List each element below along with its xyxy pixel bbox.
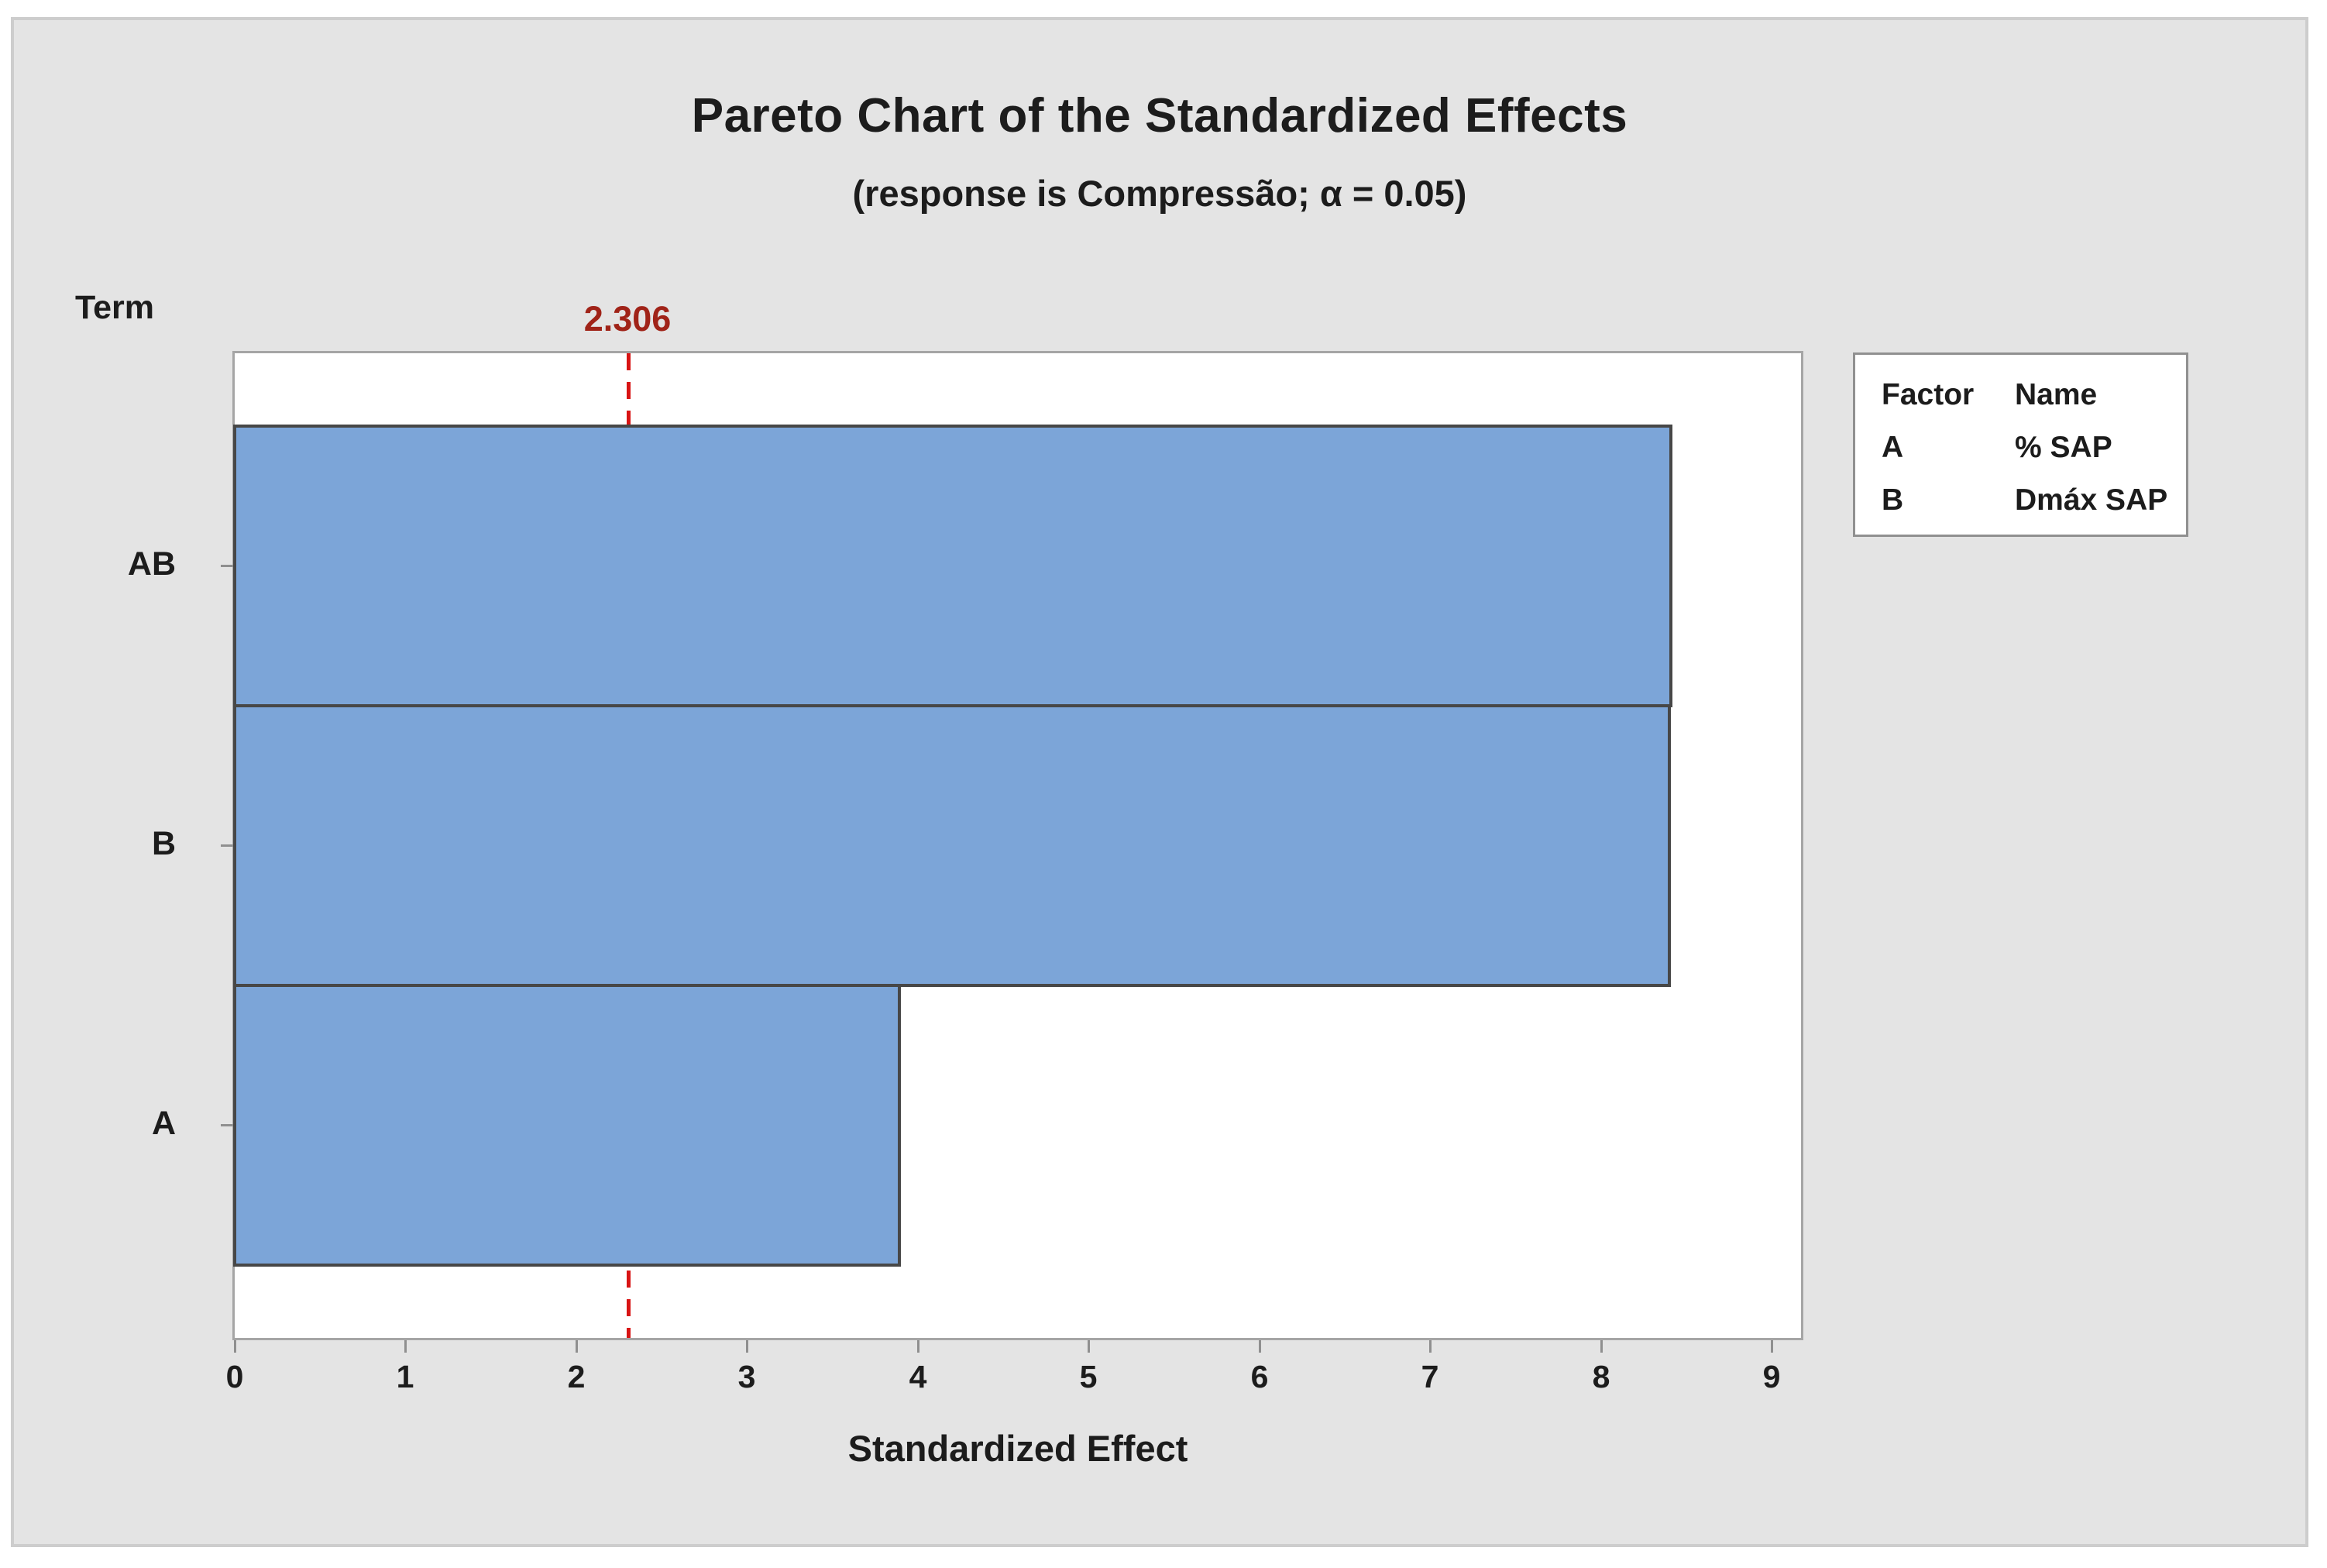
figure-panel: Pareto Chart of the Standardized Effects… [11,17,2308,1547]
legend-name-a: % SAP [2015,431,2112,464]
x-axis-tick-label-3: 3 [737,1359,756,1394]
y-axis-tick-b [221,844,235,847]
category-label-a: A [151,1104,176,1142]
legend-factor-b: B [1882,483,1904,517]
x-axis-tick-9 [1771,1340,1773,1353]
category-label-ab: AB [127,545,176,583]
x-axis-tick-6 [1259,1340,1261,1353]
x-axis-tick-3 [746,1340,748,1353]
reference-line-value-label: 2.306 [583,299,672,339]
chart-subtitle: (response is Compressão; α = 0.05) [852,173,1467,214]
x-axis-tick-label-6: 6 [1250,1359,1269,1394]
chart-title: Pareto Chart of the Standardized Effects [691,89,1628,143]
legend-row-a: A % SAP [1882,421,2186,474]
legend-header-name: Name [2015,378,2098,411]
legend-box: Factor Name A % SAP B Dmáx SAP [1853,352,2188,537]
bar-ab [233,425,1672,707]
x-axis-tick-4 [917,1340,919,1353]
x-axis-tick-label-4: 4 [909,1359,927,1394]
x-axis-tick-7 [1429,1340,1432,1353]
legend-factor-a: A [1882,431,1904,464]
plot-area: AB B A 0 1 2 3 4 5 6 7 8 9 Standardized Effect [128,351,1803,1469]
bar-a [233,984,901,1267]
x-axis-title: Standardized Effect [847,1428,1188,1469]
x-axis-tick-1 [404,1340,407,1353]
y-axis-title: Term [75,289,154,326]
y-axis-tick-a [221,1124,235,1126]
x-axis-tick-2 [576,1340,578,1353]
x-axis-tick-label-2: 2 [567,1359,586,1394]
x-axis-tick-label-0: 0 [225,1359,244,1394]
x-axis-tick-8 [1600,1340,1603,1353]
legend-name-b: Dmáx SAP [2015,483,2168,517]
x-axis-tick-0 [234,1340,236,1353]
x-axis-tick-label-7: 7 [1421,1359,1439,1394]
legend-row-b: B Dmáx SAP [1882,474,2186,527]
x-axis-tick-5 [1088,1340,1090,1353]
legend-header-row: Factor Name [1882,369,2186,421]
x-axis-tick-label-9: 9 [1762,1359,1781,1394]
category-label-b: B [151,824,176,862]
x-axis-tick-label-8: 8 [1592,1359,1610,1394]
x-axis-tick-label-1: 1 [396,1359,414,1394]
legend-header-factor: Factor [1882,378,1975,411]
bar-b [233,704,1671,987]
x-axis-tick-label-5: 5 [1079,1359,1098,1394]
y-axis-tick-ab [221,565,235,567]
